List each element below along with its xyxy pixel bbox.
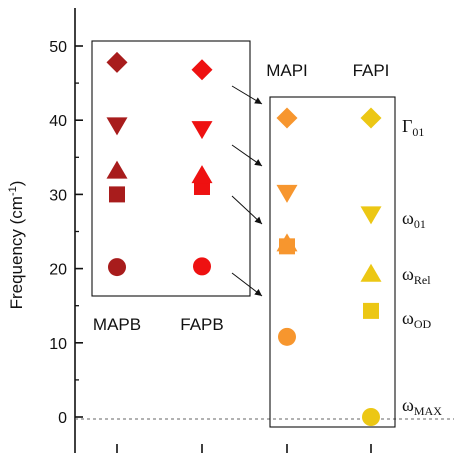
data-markers bbox=[106, 51, 382, 426]
mapb-square-marker bbox=[109, 186, 125, 203]
y-axis-title-sup: -1 bbox=[7, 186, 19, 196]
param-label-od: ωOD bbox=[402, 308, 432, 331]
mapb-triangle-up-marker bbox=[106, 160, 128, 179]
fapb-circle-marker bbox=[193, 257, 211, 276]
bromide-group-box bbox=[91, 40, 251, 297]
mapi-triangle-down-marker bbox=[276, 184, 298, 203]
group-label-fapi: FAPI bbox=[353, 61, 390, 80]
group-labels: MAPB FAPB MAPI FAPI bbox=[93, 61, 390, 334]
mapi-diamond-marker bbox=[276, 107, 298, 129]
transition-arrow bbox=[231, 144, 263, 167]
y-tick-label-0: 0 bbox=[58, 410, 67, 427]
y-axis-title: Frequency (cm-1) bbox=[7, 181, 26, 310]
group-label-mapb: MAPB bbox=[93, 315, 141, 334]
transition-arrow bbox=[231, 272, 263, 297]
transition-arrow bbox=[231, 195, 263, 225]
x-axis-ticks bbox=[116, 444, 372, 453]
parameter-labels: Γ01 ω01 ωRel ωOD ωMAX bbox=[402, 116, 442, 418]
param-label-01: Γ01 bbox=[402, 116, 424, 139]
fapb-triangle-down-marker bbox=[191, 121, 213, 140]
transition-arrow bbox=[231, 85, 263, 105]
param-label-rel: ωRel bbox=[402, 264, 431, 287]
mapb-diamond-marker bbox=[106, 51, 128, 73]
fapi-triangle-up-marker bbox=[360, 263, 382, 282]
group-boxes bbox=[91, 40, 396, 428]
y-tick-label-50: 50 bbox=[49, 39, 67, 56]
param-label-max: ωMAX bbox=[402, 395, 442, 418]
y-tick-label-30: 30 bbox=[49, 187, 67, 204]
y-tick-label-40: 40 bbox=[49, 113, 67, 130]
mapb-circle-marker bbox=[108, 258, 126, 277]
fapb-triangle-up-marker bbox=[191, 165, 213, 184]
mapi-circle-marker bbox=[278, 327, 296, 346]
fapi-square-marker bbox=[363, 302, 379, 319]
y-tick-label-10: 10 bbox=[49, 336, 67, 353]
mapi-triangle-up-marker bbox=[276, 233, 298, 252]
y-axis-ticks: 0 10 20 30 40 50 bbox=[49, 39, 83, 427]
group-label-fapb: FAPB bbox=[180, 315, 223, 334]
transition-arrows bbox=[231, 85, 263, 297]
fapi-circle-marker bbox=[362, 408, 380, 426]
iodide-group-box bbox=[269, 96, 396, 428]
mapb-triangle-down-marker bbox=[106, 117, 128, 136]
param-label-01: ω01 bbox=[402, 208, 426, 231]
y-axis-title-main: Frequency (cm bbox=[7, 196, 26, 309]
y-tick-label-20: 20 bbox=[49, 262, 67, 279]
fapi-diamond-marker bbox=[360, 107, 382, 129]
fapb-diamond-marker bbox=[191, 59, 213, 81]
y-axis-title-end: ) bbox=[7, 181, 26, 187]
fapi-triangle-down-marker bbox=[360, 206, 382, 225]
group-label-mapi: MAPI bbox=[266, 61, 308, 80]
